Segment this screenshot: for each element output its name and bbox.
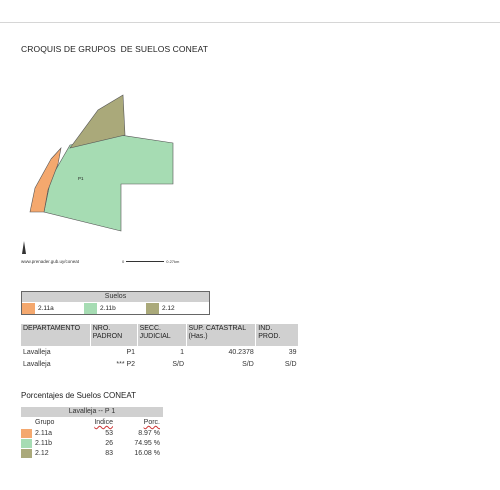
legend-label: 2.11a: [38, 304, 54, 312]
legend-item: 2.11a: [22, 302, 84, 314]
cell-departamento: Lavalleja: [23, 348, 51, 356]
top-divider: [0, 22, 500, 23]
parcel-table-header: DEPARTAMENTO NRO. PADRON SECC. JUDICIAL …: [21, 324, 299, 346]
cell-padron: *** P2: [90, 358, 137, 370]
legend-item: 2.12: [146, 302, 208, 314]
north-arrow-icon: [22, 241, 26, 254]
cell-indice: 53: [105, 429, 113, 437]
cell-porc: 8.97 %: [138, 429, 160, 437]
parcel-table: DEPARTAMENTO NRO. PADRON SECC. JUDICIAL …: [21, 324, 299, 370]
porcentajes-column-headers: Grupo Indice Porc.: [21, 417, 163, 428]
scale-label: 0.27km: [166, 259, 180, 264]
soil-polygon-2-11a: [29, 147, 62, 213]
col-ind-prod: IND. PROD.: [255, 324, 299, 346]
table-row: 2.12 83 16.08 %: [21, 448, 163, 458]
legend-swatch: [84, 302, 97, 314]
cell-ind: 39: [288, 348, 297, 356]
swatch-spacer: [21, 418, 32, 427]
porcentajes-header: Lavalleja -- P 1: [21, 407, 163, 417]
scale-bar: 0 0.27km: [122, 259, 179, 264]
group-swatch: [21, 438, 32, 448]
cell-secc: 1: [180, 348, 185, 356]
suelos-legend-row: 2.11a 2.11b 2.12: [22, 302, 209, 314]
soil-polygon-2-12: [69, 94, 126, 149]
col-porc: Porc.: [143, 419, 160, 426]
cell-grupo: 2.11a: [35, 429, 52, 437]
cell-indice: 83: [105, 449, 113, 457]
legend-swatch: [146, 302, 159, 314]
cell-grupo: 2.12: [35, 449, 49, 457]
table-row: 2.11b 26 74.95 %: [21, 438, 163, 448]
cell-sup: S/D: [242, 360, 254, 368]
cell-grupo: 2.11b: [35, 439, 52, 447]
soil-polygon-2-11b: [43, 134, 174, 232]
col-grupo: Grupo: [35, 419, 55, 426]
porcentajes-table: Lavalleja -- P 1 Grupo Indice Porc. 2.11…: [21, 407, 163, 458]
legend-label: 2.12: [162, 304, 175, 312]
table-row: Lavalleja P1 1 40.2378 39: [21, 346, 299, 358]
cell-departamento: Lavalleja: [23, 360, 51, 368]
cell-ind: S/D: [284, 360, 297, 368]
scale-start: 0: [122, 259, 125, 264]
legend-label: 2.11b: [100, 304, 116, 312]
cell-padron: P1: [90, 346, 137, 358]
plot-label: P1: [78, 176, 84, 181]
page-title: CROQUIS DE GRUPOS DE SUELOS CONEAT: [21, 44, 209, 54]
group-swatch: [21, 448, 32, 458]
soil-map: P1: [22, 94, 174, 254]
porcentajes-title: Porcentajes de Suelos CONEAT: [21, 391, 137, 400]
legend-item: 2.11b: [84, 302, 146, 314]
col-departamento: DEPARTAMENTO: [21, 324, 91, 346]
scale-bar-line: [126, 260, 165, 263]
table-row: 2.11a 53 8.97 %: [21, 428, 163, 438]
table-row: Lavalleja *** P2 S/D S/D S/D: [21, 358, 299, 370]
cell-padron-value: P1: [126, 348, 136, 356]
group-swatch: [21, 428, 32, 438]
col-nro-padron: NRO. PADRON: [90, 324, 138, 346]
col-indice: Indice: [94, 419, 113, 426]
map-attribution: www.prenader.gub.uy/coneat: [21, 259, 80, 264]
cell-sup: 40.2378: [228, 348, 254, 356]
cell-porc: 74.95 %: [134, 439, 160, 447]
col-secc-judicial: SECC. JUDICIAL: [137, 324, 187, 346]
cell-marker: ***: [116, 360, 125, 368]
cell-porc: 16.08 %: [134, 449, 160, 457]
cell-secc: S/D: [172, 360, 185, 368]
suelos-header: Suelos: [22, 292, 209, 302]
cell-padron-value: P2: [126, 360, 136, 368]
legend-swatch: [22, 302, 35, 314]
col-sup-catastral: SUP. CATASTRAL (Has.): [186, 324, 257, 346]
suelos-legend: Suelos 2.11a 2.11b 2.12: [21, 291, 210, 315]
cell-indice: 26: [105, 439, 113, 447]
